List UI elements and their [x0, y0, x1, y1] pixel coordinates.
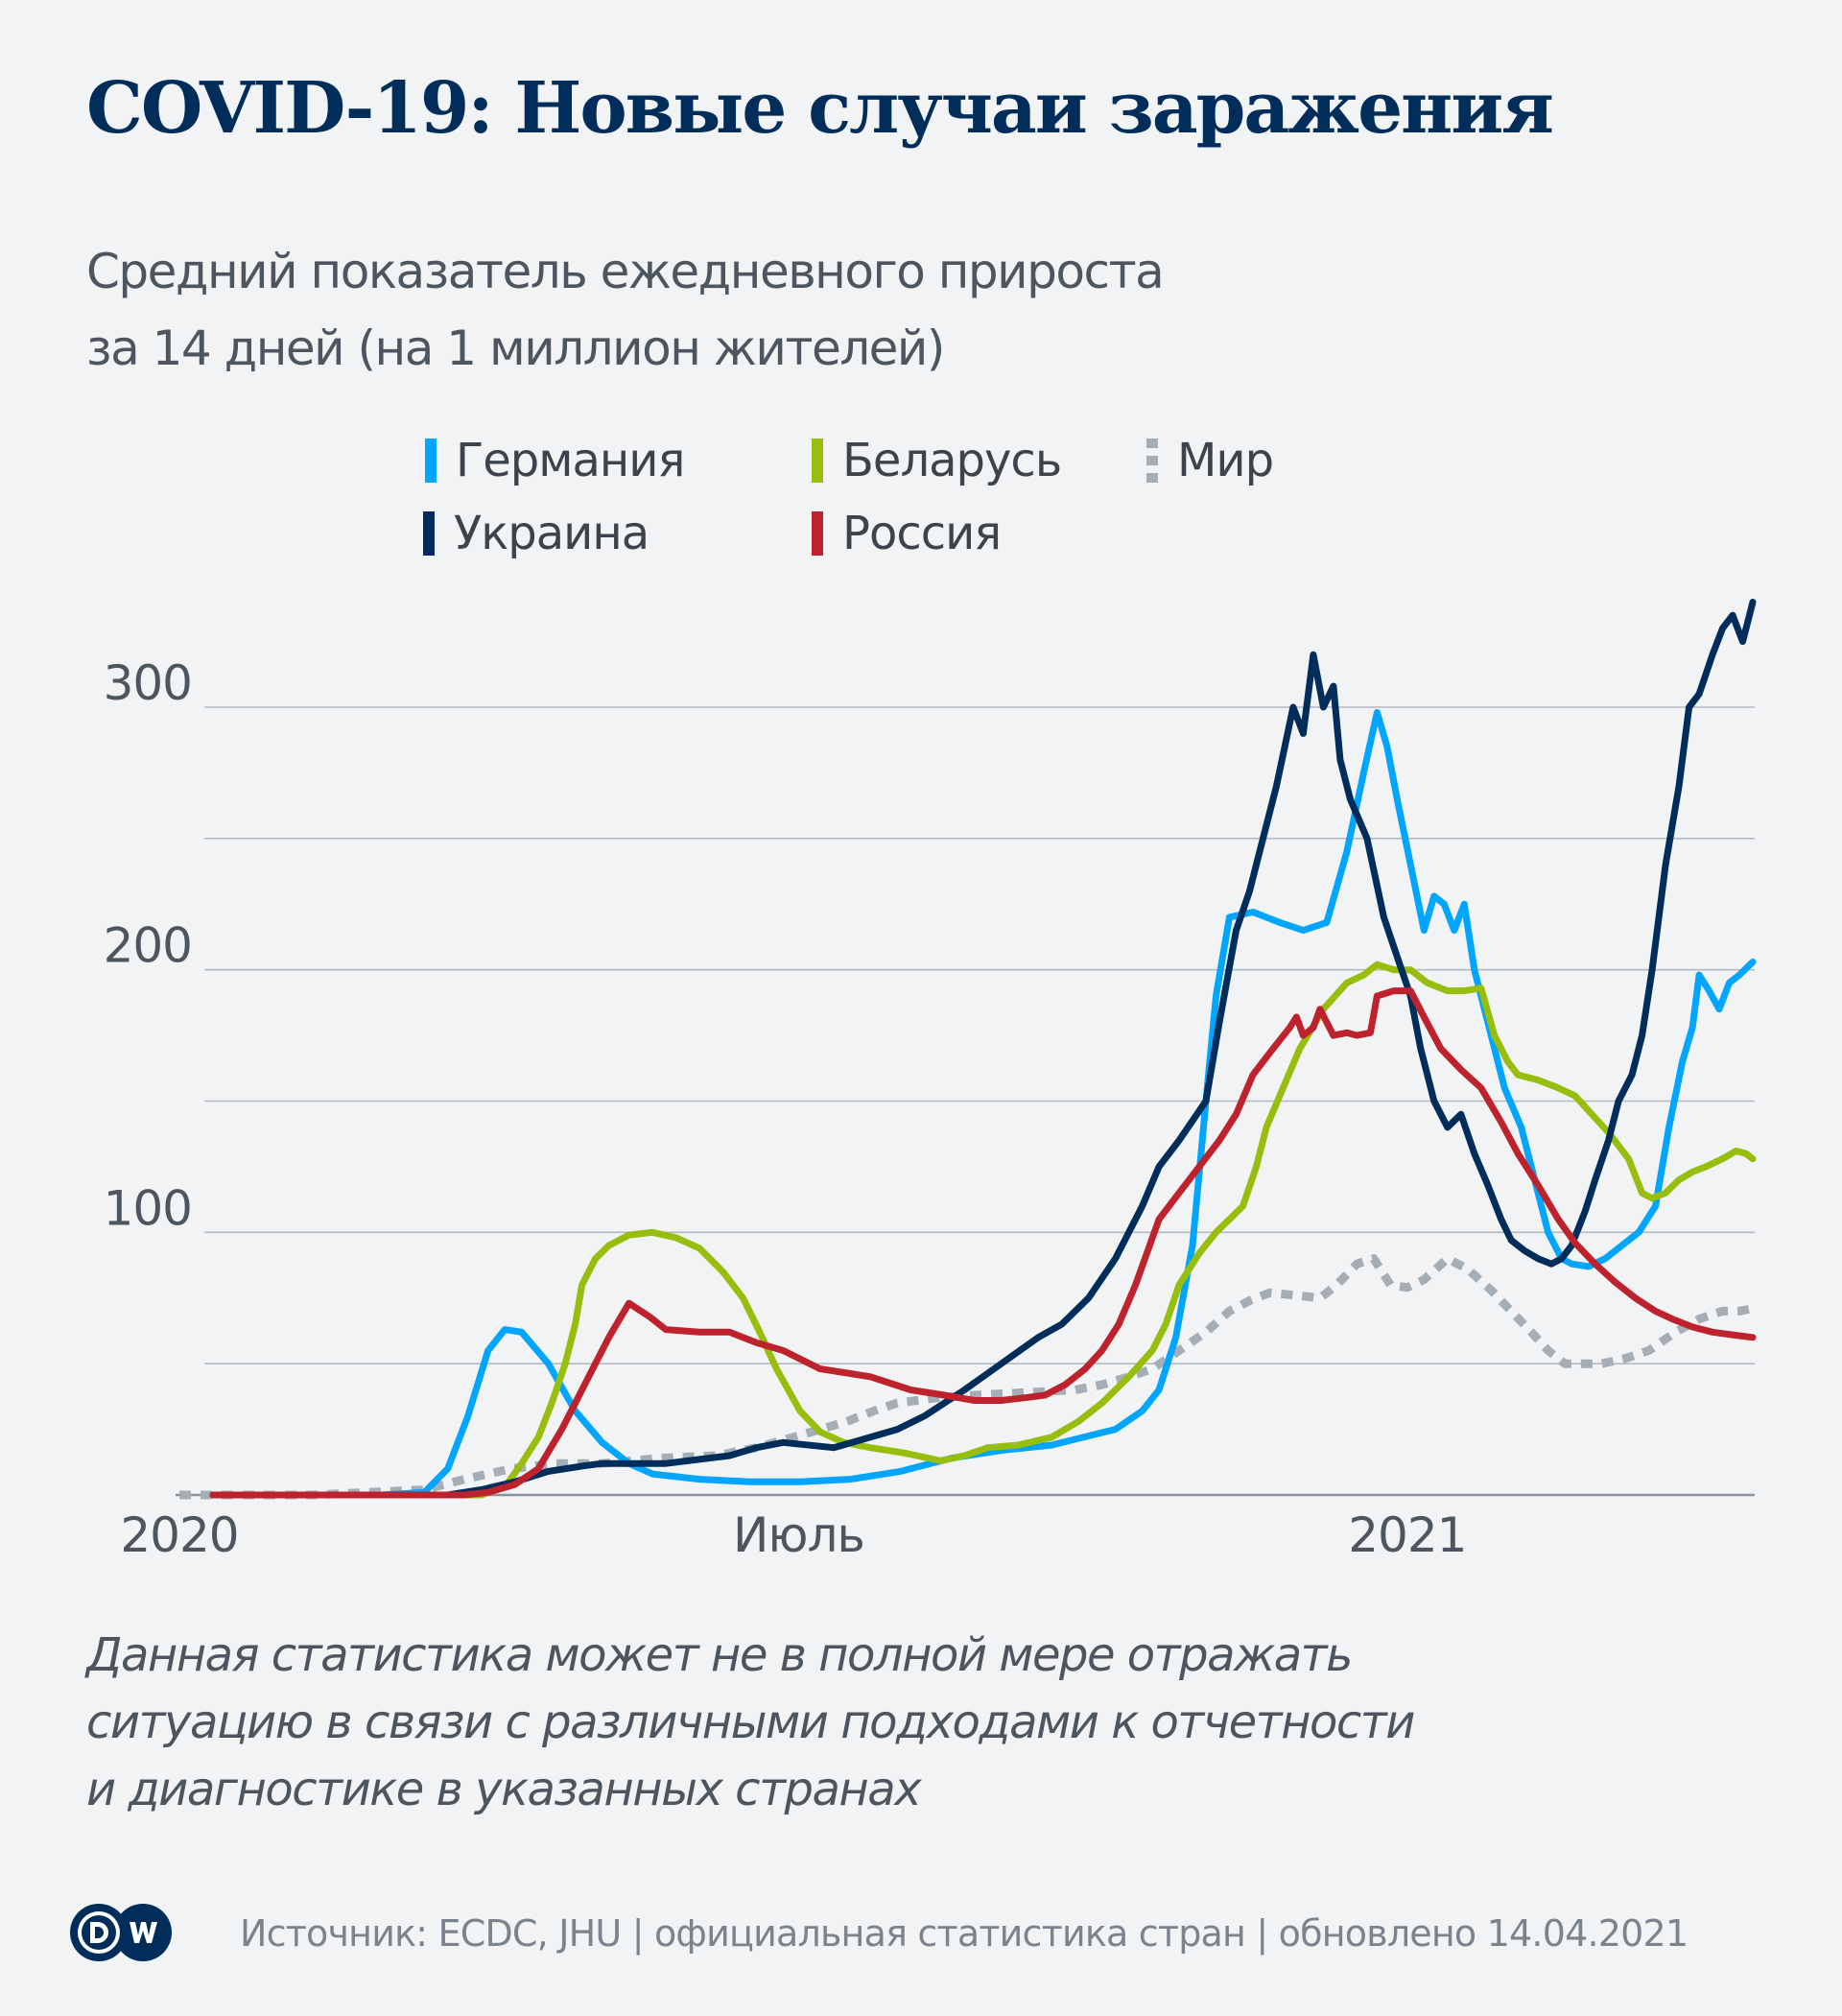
legend-swatch-world — [1146, 439, 1158, 483]
legend-swatch-ukraine — [423, 511, 435, 556]
legend-label-world: Мир — [1177, 434, 1274, 487]
legend-label-germany: Германия — [456, 434, 685, 487]
legend-label-russia: Россия — [842, 507, 1002, 560]
legend-item-world: Мир — [1146, 434, 1274, 487]
y-axis-ticks: 100 200 300 — [104, 655, 193, 1236]
legend-item-belarus: Беларусь — [812, 434, 1062, 487]
series-line-ukraine — [209, 599, 1757, 1499]
x-tick-label-1: 2020 — [120, 1507, 238, 1563]
x-tick-label-2: Июль — [733, 1507, 864, 1563]
footnote: Данная статистика может не в полной мере… — [86, 1622, 1794, 1823]
series-line-belarus — [209, 961, 1757, 1499]
series-lines — [179, 599, 1757, 1500]
footnote-line-3: и диагностике в указанных странах — [86, 1763, 922, 1816]
legend-item-russia: Россия — [812, 507, 1002, 560]
legend-label-belarus: Беларусь — [842, 434, 1062, 487]
series-line-russia — [209, 987, 1757, 1499]
gridlines — [176, 706, 1755, 1497]
legend-swatch-russia — [812, 511, 823, 556]
chart-title: COVID-19: Новые случаи заражения — [86, 67, 1554, 150]
legend-item-ukraine: Украина — [423, 510, 649, 557]
footnote-line-2: ситуацию в связи с различными подходами … — [86, 1696, 1415, 1749]
y-tick-label-300: 300 — [104, 655, 192, 711]
dw-logo — [70, 1904, 172, 1961]
dw-logo-right-circle — [114, 1904, 172, 1961]
y-tick-label-100: 100 — [104, 1180, 192, 1236]
legend-label-ukraine: Украина — [454, 507, 649, 560]
legend-swatch-germany — [425, 439, 437, 483]
y-tick-label-200: 200 — [104, 918, 192, 974]
footnote-line-1: Данная статистика может не в полной мере… — [86, 1628, 1353, 1682]
chart-subtitle-line-2: за 14 дней (на 1 миллион жителей) — [86, 320, 945, 376]
legend-item-germany: Германия — [425, 434, 685, 487]
x-tick-label-3: 2021 — [1348, 1507, 1466, 1563]
series-line-world — [179, 1254, 1754, 1500]
source-note: Источник: ECDC, JHU | официальная статис… — [240, 1912, 1688, 1955]
line-chart: 100 200 300 2020 Июль 2021 — [104, 599, 1757, 1563]
chart-subtitle-line-1: Средний показатель ежедневного прироста — [86, 244, 1165, 299]
legend-swatch-belarus — [812, 439, 823, 483]
x-axis-ticks: 2020 Июль 2021 — [120, 1507, 1467, 1563]
series-line-germany — [209, 709, 1757, 1499]
